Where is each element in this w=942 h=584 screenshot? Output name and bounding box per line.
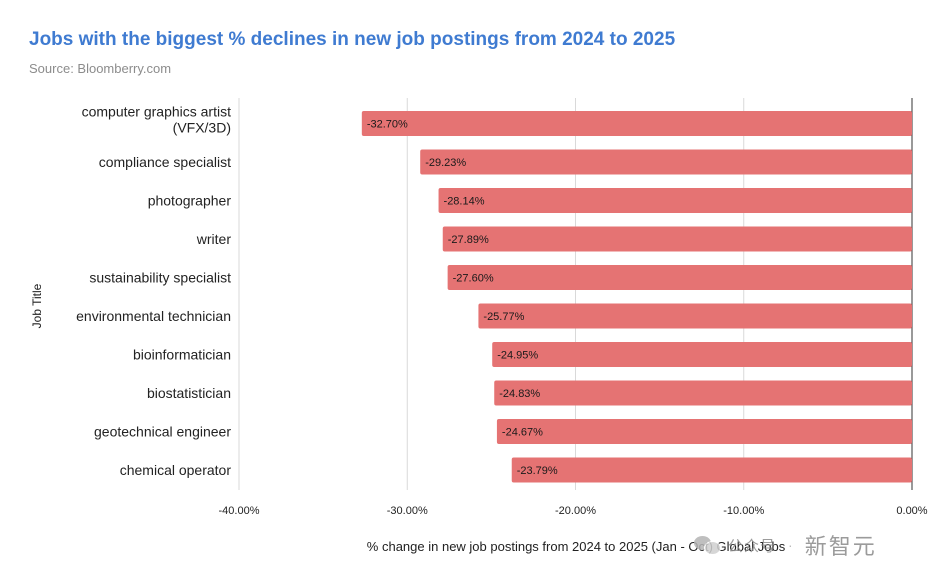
x-tick-label: -30.00% xyxy=(387,505,428,517)
data-label: -32.70% xyxy=(367,119,408,131)
data-label: -27.60% xyxy=(453,273,494,285)
bar xyxy=(496,419,912,444)
x-axis-title: % change in new job postings from 2024 t… xyxy=(367,539,786,554)
data-label: -27.89% xyxy=(448,234,489,246)
category-label: chemical operator xyxy=(120,462,232,478)
category-label: writer xyxy=(196,231,232,247)
category-label: bioinformatician xyxy=(133,347,231,363)
x-tick-label: 0.00% xyxy=(896,505,927,517)
data-label: -28.14% xyxy=(444,196,485,208)
watermark-name: 新智元 xyxy=(804,534,877,559)
x-tick-label: -40.00% xyxy=(219,505,260,517)
category-label: environmental technician xyxy=(76,308,231,324)
data-label: -25.77% xyxy=(483,311,524,323)
category-label: sustainability specialist xyxy=(89,270,231,286)
category-label: (VFX/3D) xyxy=(173,120,231,136)
chart-subtitle: Source: Bloomberry.com xyxy=(29,61,172,76)
data-label: -24.95% xyxy=(497,350,538,362)
bar xyxy=(361,111,912,136)
y-axis-title: Job Title xyxy=(30,283,44,328)
bar xyxy=(420,149,912,175)
bar xyxy=(511,457,912,483)
watermark-brand: 公众号 xyxy=(728,537,777,555)
x-tick-label: -10.00% xyxy=(723,505,764,517)
wechat-icon xyxy=(694,534,722,556)
bar xyxy=(438,188,912,213)
chart-title: Jobs with the biggest % declines in new … xyxy=(29,29,676,50)
data-label: -23.79% xyxy=(517,465,558,477)
category-labels: computer graphics artist(VFX/3D) complian… xyxy=(76,104,231,479)
bar xyxy=(478,303,912,329)
bar xyxy=(442,226,912,252)
bar xyxy=(492,342,912,367)
watermark-separator: · xyxy=(788,537,793,553)
bars: -32.70% -29.23% -28.14% -27.89% -27.60% -25.7… xyxy=(361,111,912,483)
data-label: -24.67% xyxy=(502,427,543,439)
data-label: -24.83% xyxy=(499,388,540,400)
data-label: -29.23% xyxy=(425,157,466,169)
category-label: photographer xyxy=(148,193,232,209)
category-label: computer graphics artist xyxy=(82,104,232,120)
bar xyxy=(447,265,912,290)
category-label: geotechnical engineer xyxy=(94,424,231,440)
category-label: biostatistician xyxy=(147,385,231,401)
x-tick-label: -20.00% xyxy=(555,505,596,517)
x-tick-labels: -40.00% -30.00% -20.00% -10.00% 0.00% xyxy=(219,505,928,517)
category-label: compliance specialist xyxy=(99,154,231,170)
bar xyxy=(494,380,912,406)
watermark: 公众号 · 新智元 xyxy=(694,530,877,560)
